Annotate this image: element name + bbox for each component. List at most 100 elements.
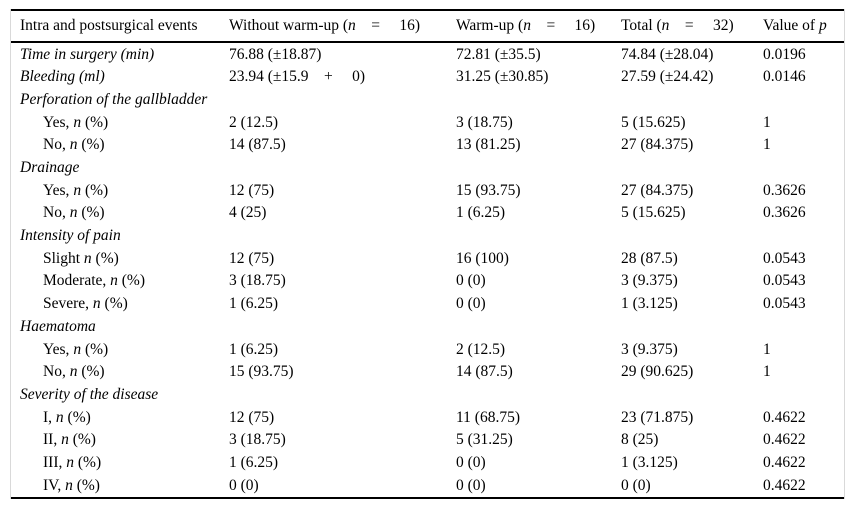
data-cell-0: 12 (75) [229,408,275,426]
row-label: Drainage [20,159,80,177]
data-cell-2: 29 (90.625) [621,363,694,381]
data-cell-3: 0.3626 [763,204,806,222]
data-cell-2: 3 (9.375) [621,272,678,290]
row-label: IV, n (%) [43,476,100,494]
header-cell-3: Total (n = 32) [621,17,734,35]
data-cell-3: 0.4622 [763,453,806,471]
data-cell-0: 14 (87.5) [229,136,286,154]
data-cell-1: 2 (12.5) [456,340,506,358]
section-row: Intensity of pain [11,225,844,248]
data-cell-0: 0 (0) [229,476,259,494]
row-label: Slight n (%) [43,249,119,267]
data-cell-0: 76.88 (±18.87) [229,45,322,63]
data-cell-1: 31.25 (±30.85) [456,68,549,86]
data-cell-3: 0.0543 [763,249,806,267]
data-cell-1: 0 (0) [456,295,486,313]
table-row: Yes, n (%) 1 (6.25) 2 (12.5) 3 (9.375) 1 [11,338,844,361]
data-cell-0: 3 (18.75) [229,272,286,290]
data-cell-2: 27 (84.375) [621,181,694,199]
data-cell-3: 0.0146 [763,68,806,86]
data-cell-2: 3 (9.375) [621,340,678,358]
data-cell-2: 0 (0) [621,476,651,494]
data-cell-2: 1 (3.125) [621,453,678,471]
section-row: Perforation of the gallbladder [11,88,844,111]
row-label: Time in surgery (min) [20,45,155,63]
table-row: No, n (%) 15 (93.75) 14 (87.5) 29 (90.625) 1 [11,361,844,384]
data-cell-1: 13 (81.25) [456,136,521,154]
data-cell-3: 1 [763,340,771,358]
data-cell-3: 0.3626 [763,181,806,199]
table-row: I, n (%) 12 (75) 11 (68.75) 23 (71.875) 0.46… [11,406,844,429]
row-label: Severe, n (%) [43,295,128,313]
data-cell-3: 1 [763,136,771,154]
table-row: Yes, n (%) 12 (75) 15 (93.75) 27 (84.375) 0.… [11,179,844,202]
header-cell-0: Intra and postsurgical events [20,17,198,35]
data-cell-2: 5 (15.625) [621,113,686,131]
table-row: IV, n (%) 0 (0) 0 (0) 0 (0) 0.4622 [11,474,844,497]
data-cell-3: 1 [763,363,771,381]
data-cell-2: 5 (15.625) [621,204,686,222]
events-table: Intra and postsurgical events Without war… [10,9,845,499]
data-cell-2: 8 (25) [621,431,659,449]
table-row: Bleeding (ml) 23.94 (±15.9 + 0) 31.25 (±30… [11,66,844,89]
table-row: No, n (%) 14 (87.5) 13 (81.25) 27 (84.375) 1 [11,134,844,157]
row-label: No, n (%) [43,363,105,381]
data-cell-2: 23 (71.875) [621,408,694,426]
data-cell-1: 0 (0) [456,453,486,471]
data-cell-1: 0 (0) [456,272,486,290]
table-row: Yes, n (%) 2 (12.5) 3 (18.75) 5 (15.625) 1 [11,111,844,134]
row-label: Yes, n (%) [43,340,109,358]
header-cell-2: Warm-up (n = 16) [456,17,596,35]
table-header-row: Intra and postsurgical events Without war… [11,9,844,43]
section-row: Drainage [11,156,844,179]
data-cell-3: 0.4622 [763,476,806,494]
data-cell-2: 27 (84.375) [621,136,694,154]
row-label: Perforation of the gallbladder [20,90,208,108]
data-cell-0: 23.94 (±15.9 + 0) [229,68,366,86]
data-cell-2: 1 (3.125) [621,295,678,313]
section-row: Haematoma [11,315,844,338]
row-label: Yes, n (%) [43,113,109,131]
row-label: III, n (%) [43,453,102,471]
data-cell-2: 27.59 (±24.42) [621,68,714,86]
data-cell-3: 0.0543 [763,272,806,290]
data-cell-1: 72.81 (±35.5) [456,45,541,63]
data-cell-1: 1 (6.25) [456,204,506,222]
row-label: II, n (%) [43,431,96,449]
data-cell-1: 14 (87.5) [456,363,513,381]
data-cell-0: 1 (6.25) [229,340,279,358]
row-label: Yes, n (%) [43,181,109,199]
data-cell-0: 12 (75) [229,249,275,267]
table-row: Slight n (%) 12 (75) 16 (100) 28 (87.5) 0.05… [11,247,844,270]
data-cell-1: 11 (68.75) [456,408,520,426]
row-label: Bleeding (ml) [20,68,105,86]
row-label: I, n (%) [43,408,91,426]
data-cell-3: 1 [763,113,771,131]
data-cell-3: 0.4622 [763,408,806,426]
data-cell-3: 0.0196 [763,45,806,63]
data-cell-1: 15 (93.75) [456,181,521,199]
data-cell-0: 1 (6.25) [229,453,279,471]
header-cell-4: Value of p [763,17,827,35]
table-row: II, n (%) 3 (18.75) 5 (31.25) 8 (25) 0.4622 [11,429,844,452]
data-cell-0: 2 (12.5) [229,113,279,131]
section-row: Severity of the disease [11,383,844,406]
row-label: No, n (%) [43,136,105,154]
table-row: Severe, n (%) 1 (6.25) 0 (0) 1 (3.125) 0.054… [11,293,844,316]
data-cell-3: 0.0543 [763,295,806,313]
header-cell-1: Without warm-up (n = 16) [229,17,421,35]
table-row: III, n (%) 1 (6.25) 0 (0) 1 (3.125) 0.4622 [11,451,844,474]
data-cell-2: 74.84 (±28.04) [621,45,714,63]
row-label: Haematoma [20,317,96,335]
row-label: Moderate, n (%) [43,272,146,290]
data-cell-1: 16 (100) [456,249,509,267]
data-cell-2: 28 (87.5) [621,249,678,267]
row-label: Severity of the disease [20,385,159,403]
table-row: No, n (%) 4 (25) 1 (6.25) 5 (15.625) 0.3626 [11,202,844,225]
data-cell-3: 0.4622 [763,431,806,449]
data-cell-1: 5 (31.25) [456,431,513,449]
table-body: Time in surgery (min) 76.88 (±18.87) 72.81… [11,43,844,499]
data-cell-0: 1 (6.25) [229,295,279,313]
data-cell-0: 4 (25) [229,204,267,222]
data-cell-0: 15 (93.75) [229,363,294,381]
